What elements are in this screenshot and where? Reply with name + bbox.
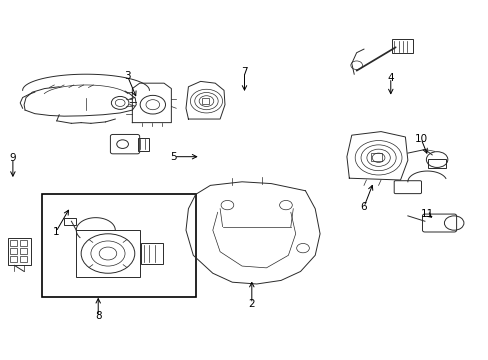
Text: 11: 11 (420, 209, 433, 219)
Text: 9: 9 (10, 153, 16, 163)
Text: 4: 4 (386, 73, 393, 83)
Bar (10, 240, 17, 246)
Bar (10, 256, 17, 262)
Bar (201, 98, 209, 104)
Bar (20, 240, 26, 246)
Bar (427, 159, 445, 168)
Text: 10: 10 (414, 134, 427, 144)
Text: 8: 8 (95, 311, 102, 321)
Text: 2: 2 (248, 299, 255, 309)
Bar (42, 194, 195, 297)
Bar (391, 39, 412, 53)
Bar (76, 230, 140, 277)
Text: 3: 3 (124, 71, 130, 81)
Bar (64, 219, 76, 225)
Bar (138, 138, 149, 150)
Bar (370, 153, 381, 161)
Bar (20, 256, 26, 262)
Bar (141, 243, 163, 264)
Bar (7, 238, 31, 265)
Bar (20, 248, 26, 254)
Text: 7: 7 (241, 67, 247, 77)
Bar (10, 248, 17, 254)
Text: 1: 1 (52, 227, 59, 237)
Text: 5: 5 (170, 152, 177, 162)
Text: 6: 6 (360, 202, 366, 212)
